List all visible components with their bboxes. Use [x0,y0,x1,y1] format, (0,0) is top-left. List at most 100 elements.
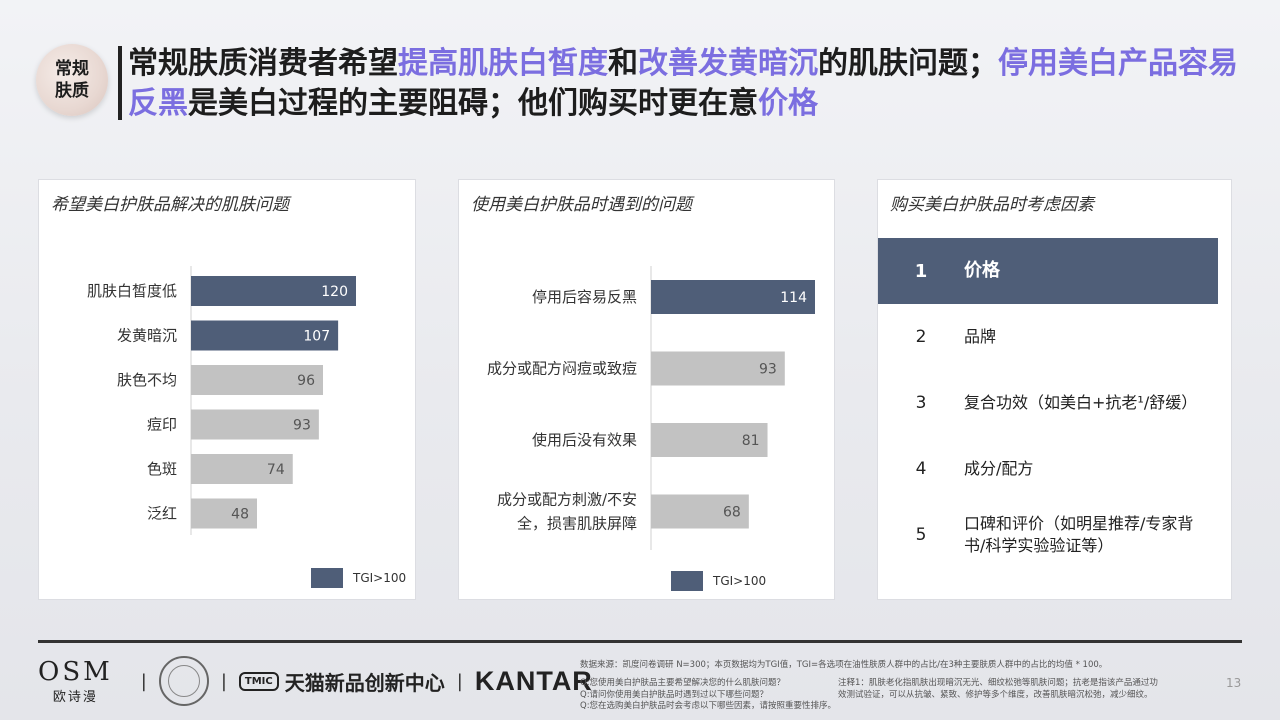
chart-bar [191,320,339,351]
chart-bar [651,494,749,529]
chart-bar [191,498,257,529]
rank-label: 成分/配方 [964,459,1034,478]
osm-logo-text: OSM [38,656,113,687]
tmic-icon: TMIC [238,671,279,691]
chart-bar [191,409,319,440]
bar-value-label: 96 [297,373,315,389]
badge-line-1: 常规 [55,59,89,79]
bar-value-label: 114 [780,290,807,306]
rank-label: 口碑和评价（如明星推荐/专家背书/科学实验验证等） [964,514,1194,555]
chart-title: 希望美白护肤品解决的肌肤问题 [51,195,289,215]
usage-problems-chart: 114 停用后容易反黑 93 成分或配方闷痘或致痘 81 使用后没有效果 68 成分或配方刺激… [487,266,815,550]
category-label: 成分或配方刺激/不安全，损害肌肤屏障 [497,491,637,533]
chart-title: 使用美白护肤品时遇到的问题 [471,195,692,215]
title-part: 和 [608,46,638,81]
category-label-line: 痘印 [147,416,177,434]
title-highlight: 停用美白产品容易反黑 [128,46,1238,121]
tmic-logo: TMIC 天猫新品创新中心 [238,667,445,696]
skin-issues-chart: 120 肌肤白皙度低 107 发黄暗沉 96 肤色不均 93 痘印 74 色斑 48 泛红 [87,266,356,535]
logo-separator: | [140,670,147,692]
category-label: 使用后没有效果 [532,431,637,449]
page-number: 13 [1226,676,1242,690]
questions-note: Q:您使用美白护肤品主要希望解决您的什么肌肤问题？ Q:请问你使用美白护肤品时遇… [580,678,837,713]
partner-logos: OSM 欧诗漫 | | TMIC 天猫新品创新中心 | KANTAR [38,656,593,706]
chart-legend: TGI>100 [311,568,406,588]
institute-seal-logo [158,656,209,706]
category-label-line: 肤色不均 [117,371,177,389]
bar-value-label: 107 [303,329,330,345]
ranking-row: 5 口碑和评价（如明星推荐/专家背书/科学实验验证等） [878,502,1218,568]
seal-inner-ring [167,665,200,697]
category-label: 泛红 [147,505,177,523]
chart-bar [191,365,323,395]
category-label-line: 发黄暗沉 [117,327,177,345]
rank-number: 4 [915,459,927,479]
category-label: 停用后容易反黑 [532,288,637,306]
tmic-logo-text: 天猫新品创新中心 [284,670,445,695]
footer-divider [38,640,1242,643]
footnote-line-2: 效测试验证，可以从抗皱、紧致、修护等多个维度，改善肌肤暗沉松弛，减少细纹。 [838,689,1153,700]
osm-logo-subtext: 欧诗漫 [52,689,98,705]
ranking-row: 1 价格 [878,238,1218,304]
rank-number: 5 [915,525,927,545]
usage-problems-panel: 使用美白护肤品时遇到的问题 114 停用后容易反黑 93 成分或配方闷痘或致痘 81 使用… [458,179,835,600]
title-highlight: 改善发黄暗沉 [638,46,818,81]
legend-label: TGI>100 [713,574,767,588]
rank-number: 2 [915,327,927,347]
category-label: 成分或配方闷痘或致痘 [487,360,637,378]
category-label-line: 成分或配方闷痘或致痘 [487,360,637,378]
rank-label: 价格 [964,260,1000,281]
question-2: Q:请问你使用美白护肤品时遇到过以下哪些问题？ [580,689,769,700]
rank-label: 复合功效（如美白+抗老¹/舒缓） [964,393,1198,412]
category-label-line: 停用后容易反黑 [532,288,637,306]
question-1: Q:您使用美白护肤品主要希望解决您的什么肌肤问题？ [580,678,786,688]
category-label-line: 全，损害肌肤屏障 [517,515,637,533]
skin-type-badge: 常规 肤质 [36,44,108,116]
chart-bar [651,351,785,386]
bar-value-label: 48 [231,507,249,523]
legend-label: TGI>100 [353,571,407,585]
category-label: 色斑 [147,460,177,478]
category-label: 痘印 [147,416,177,434]
title-accent-bar [118,46,122,120]
chart-bar [191,454,293,484]
title-highlight: 提高肌肤白皙度 [398,46,608,81]
purchase-factors-panel: 购买美白护肤品时考虑因素 1 价格 2 品牌 3 复合功效（如美白+抗老¹/舒缓… [877,179,1232,600]
bar-value-label: 81 [742,433,760,449]
logo-separator: | [220,670,227,692]
chart-bar [191,276,356,306]
category-label-line: 色斑 [147,460,177,478]
source-note: 数据来源：凯度问卷调研 N=300；本页数据均为TGI值，TGI=各选项在油性肤… [580,660,1220,672]
page-title: 常规肤质消费者希望提高肌肤白皙度和改善发黄暗沉的肌肤问题；停用美白产品容易反黑是… [128,44,1238,124]
bar-value-label: 74 [267,462,285,478]
ranking-row: 2 品牌 [878,304,1218,370]
title-part: 是美白过程的主要阻碍；他们购买时更在意 [188,86,758,121]
category-label: 肤色不均 [117,371,177,389]
kantar-logo: KANTAR [474,665,593,696]
category-label: 肌肤白皙度低 [87,282,177,300]
footnote-line-1: 注释1：肌肤老化指肌肤出现暗沉无光、细纹松弛等肌肤问题；抗老是指该产品通过功 [838,678,1158,688]
legend-swatch [311,568,343,588]
bar-value-label: 120 [321,284,348,300]
category-label-line: 泛红 [147,505,177,523]
title-highlight: 价格 [758,86,818,121]
category-label: 发黄暗沉 [117,327,177,345]
rank-number: 3 [915,393,927,413]
rank-label: 品牌 [964,327,997,346]
ranking-title: 购买美白护肤品时考虑因素 [890,195,1094,215]
category-label-line: 成分或配方刺激/不安 [497,491,637,509]
logo-separator: | [456,670,463,692]
ranking-row: 3 复合功效（如美白+抗老¹/舒缓） [878,370,1218,436]
legend-swatch [671,571,703,591]
rank-number: 1 [914,260,928,282]
bar-value-label: 68 [723,505,741,521]
osm-logo: OSM 欧诗漫 [38,658,113,705]
chart-bar [651,280,815,314]
chart-bar [651,423,768,457]
skin-issues-panel: 希望美白护肤品解决的肌肤问题 120 肌肤白皙度低 107 发黄暗沉 96 肤色不均 93 痘… [38,179,416,600]
bar-value-label: 93 [759,362,777,378]
question-3: Q:您在选购美白护肤品时会考虑以下哪些因素，请按照重要性排序。 [580,701,837,711]
title-part: 的肌肤问题； [818,46,998,81]
category-label-line: 使用后没有效果 [532,431,637,449]
bar-value-label: 93 [293,418,311,434]
